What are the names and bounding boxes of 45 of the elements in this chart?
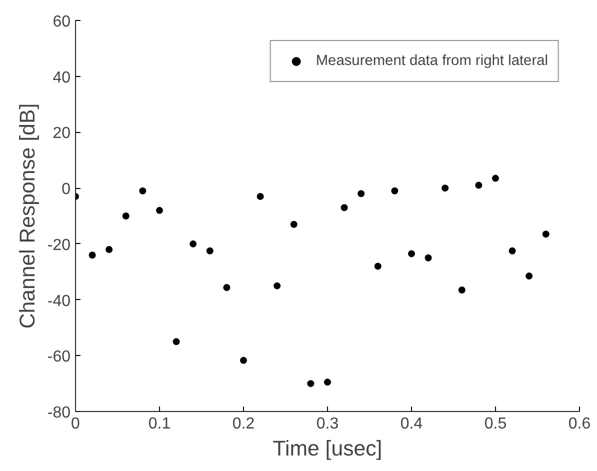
y-axis-title: Channel Response [dB] (15, 103, 40, 329)
point (526, 272, 533, 280)
point (475, 182, 482, 189)
y-tick-label: 20 (52, 125, 71, 142)
point (190, 240, 197, 248)
y-tick-label: -80 (47, 404, 71, 422)
point (358, 190, 365, 198)
point (223, 284, 230, 291)
y-tick-label: 40 (52, 69, 71, 86)
point (122, 212, 130, 220)
point (206, 247, 214, 254)
point (106, 246, 113, 254)
point (88, 252, 96, 259)
point (374, 262, 382, 270)
y-tick-label: -20 (47, 236, 71, 254)
legend-label: Measurement data from right lateral (316, 53, 548, 69)
point (492, 174, 499, 182)
point (424, 254, 432, 262)
point (274, 282, 281, 290)
point (172, 338, 180, 346)
x-tick-label: 0.4 (400, 416, 423, 432)
point (240, 356, 247, 364)
point (542, 230, 550, 238)
y-tick-label: -60 (47, 348, 71, 366)
point (290, 220, 298, 228)
x-tick-label: 0.3 (316, 416, 339, 432)
point (458, 286, 466, 294)
y-tick-label: 0 (62, 181, 71, 198)
point (307, 380, 314, 388)
x-tick-label: 0.1 (148, 416, 171, 432)
point (442, 184, 449, 192)
point (340, 204, 348, 212)
x-axis-title: Time [usec] (272, 436, 382, 460)
point (324, 378, 331, 386)
x-tick-label: 0.5 (484, 416, 507, 432)
y-tick-label: -40 (47, 292, 71, 310)
point (156, 206, 163, 214)
point (408, 250, 415, 258)
point (391, 187, 398, 194)
x-tick-label: 0.6 (568, 416, 591, 432)
point (508, 247, 516, 254)
x-tick-label: 0.2 (232, 416, 255, 432)
y-tick-label: 60 (52, 14, 71, 30)
point (256, 192, 264, 200)
point (139, 187, 146, 194)
